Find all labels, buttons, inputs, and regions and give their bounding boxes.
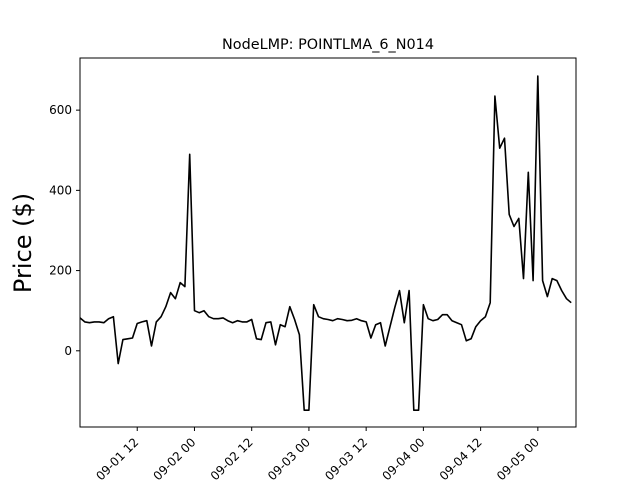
x-tick-label: 09-03 00: [265, 435, 313, 480]
x-tick-label: 09-03 12: [322, 435, 370, 480]
x-tick-label: 09-05 00: [494, 435, 542, 480]
series-layer: [79, 75, 572, 412]
y-tick-label: 600: [49, 103, 72, 117]
x-tick-label: 09-02 12: [208, 435, 256, 480]
x-tick-label: 09-04 12: [437, 435, 485, 480]
x-tick-label: 09-01 12: [93, 435, 141, 480]
x-tick-label: 09-04 00: [379, 435, 427, 480]
x-tick-label: 09-02 00: [151, 435, 199, 480]
x-axis: 09-01 12 09-02 00 09-02 12 09-03 00 09-03 12…: [93, 427, 542, 480]
chart-title: NodeLMP: POINTLMA_6_N014: [222, 37, 434, 53]
y-axis: 0 200 400 600: [49, 103, 80, 358]
y-tick-label: 200: [49, 264, 72, 278]
plot-area-frame: [79, 57, 577, 428]
y-tick-label: 400: [49, 183, 72, 197]
y-tick-label: 0: [64, 344, 72, 358]
series-line-0: [79, 75, 572, 412]
y-axis-label: Price ($): [9, 193, 37, 293]
